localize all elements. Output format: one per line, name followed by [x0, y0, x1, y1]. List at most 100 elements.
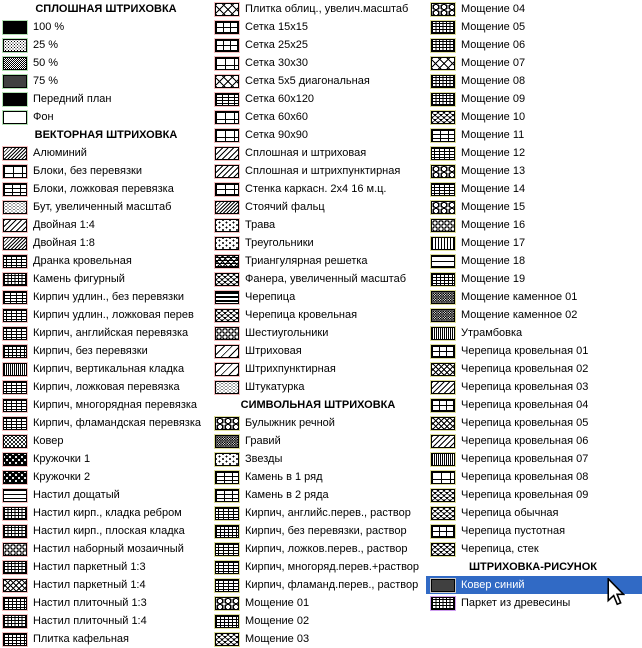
fill-item[interactable]: Черепица кровельная 03 — [424, 378, 642, 396]
fill-item[interactable]: Мощение 15 — [424, 198, 642, 216]
fill-item[interactable]: Черепица кровельная 04 — [424, 396, 642, 414]
fill-item[interactable]: Плитка кафельная — [0, 630, 212, 648]
fill-item[interactable]: Штрихпунктирная — [212, 360, 424, 378]
fill-item[interactable]: Кирпич, многоряд.перев.+раствор — [212, 558, 424, 576]
fill-item[interactable]: Паркет из древесины — [424, 594, 642, 612]
fill-item[interactable]: Мощение 04 — [424, 0, 642, 18]
fill-item[interactable]: Блоки, ложковая перевязка — [0, 180, 212, 198]
fill-item[interactable]: Блоки, без перевязки — [0, 162, 212, 180]
fill-item[interactable]: Настил кирп., кладка ребром — [0, 504, 212, 522]
fill-item[interactable]: Кирпич удлин., ложковая перев — [0, 306, 212, 324]
fill-item[interactable]: Фанера, увеличенный масштаб — [212, 270, 424, 288]
fill-item[interactable]: Мощение 10 — [424, 108, 642, 126]
fill-item[interactable]: Кирпич, ложков.перев., раствор — [212, 540, 424, 558]
fill-item[interactable]: Мощение каменное 01 — [424, 288, 642, 306]
fill-item[interactable]: Мощение 17 — [424, 234, 642, 252]
fill-item[interactable]: Сплошная и штриховая — [212, 144, 424, 162]
fill-item[interactable]: Мощение 02 — [212, 612, 424, 630]
fill-item[interactable]: Сетка 60x60 — [212, 108, 424, 126]
fill-item[interactable]: Мощение 07 — [424, 54, 642, 72]
fill-item[interactable]: Камень в 2 ряда — [212, 486, 424, 504]
fill-item[interactable]: Мощение 19 — [424, 270, 642, 288]
fill-item[interactable]: Кирпич, многорядная перевязка — [0, 396, 212, 414]
fill-item[interactable]: Кирпич, без перевязки, раствор — [212, 522, 424, 540]
fill-item[interactable]: Мощение 06 — [424, 36, 642, 54]
fill-item[interactable]: Настил наборный мозаичный — [0, 540, 212, 558]
fill-item[interactable]: Черепица обычная — [424, 504, 642, 522]
fill-item[interactable]: Стенка каркасн. 2x4 16 м.ц. — [212, 180, 424, 198]
fill-item[interactable]: Черепица кровельная — [212, 306, 424, 324]
fill-item[interactable]: 25 % — [0, 36, 212, 54]
fill-item[interactable]: Звезды — [212, 450, 424, 468]
fill-item[interactable]: Сетка 25x25 — [212, 36, 424, 54]
fill-item[interactable]: Фон — [0, 108, 212, 126]
fill-item[interactable]: Стоячий фальц — [212, 198, 424, 216]
fill-item[interactable]: Мощение 13 — [424, 162, 642, 180]
fill-item[interactable]: Триангулярная решетка — [212, 252, 424, 270]
fill-item[interactable]: Дранка кровельная — [0, 252, 212, 270]
fill-item[interactable]: Кирпич, без перевязки — [0, 342, 212, 360]
fill-item[interactable]: Черепица кровельная 07 — [424, 450, 642, 468]
fill-item[interactable]: Ковер синий — [426, 576, 642, 594]
fill-item[interactable]: Черепица кровельная 05 — [424, 414, 642, 432]
fill-item[interactable]: Плитка облиц., увелич.масштаб — [212, 0, 424, 18]
fill-item[interactable]: Бут, увеличенный масштаб — [0, 198, 212, 216]
fill-item[interactable]: Черепица кровельная 01 — [424, 342, 642, 360]
fill-item[interactable]: Мощение 16 — [424, 216, 642, 234]
fill-item[interactable]: Сетка 30x30 — [212, 54, 424, 72]
fill-item[interactable]: Настил дощатый — [0, 486, 212, 504]
fill-item[interactable]: Мощение 09 — [424, 90, 642, 108]
fill-item[interactable]: Булыжник речной — [212, 414, 424, 432]
fill-item[interactable]: Черепица кровельная 02 — [424, 360, 642, 378]
fill-item[interactable]: Мощение 12 — [424, 144, 642, 162]
fill-item[interactable]: Передний план — [0, 90, 212, 108]
fill-item[interactable]: Треугольники — [212, 234, 424, 252]
fill-item[interactable]: Утрамбовка — [424, 324, 642, 342]
fill-item[interactable]: Кирпич, английская перевязка — [0, 324, 212, 342]
fill-item[interactable]: Двойная 1:8 — [0, 234, 212, 252]
fill-item[interactable]: Черепица кровельная 06 — [424, 432, 642, 450]
fill-item[interactable]: 100 % — [0, 18, 212, 36]
fill-item[interactable]: Сетка 60x120 — [212, 90, 424, 108]
fill-item[interactable]: 75 % — [0, 72, 212, 90]
fill-item[interactable]: Трава — [212, 216, 424, 234]
fill-item[interactable]: Настил паркетный 1:3 — [0, 558, 212, 576]
fill-item[interactable]: Мощение 05 — [424, 18, 642, 36]
fill-item[interactable]: Ковер — [0, 432, 212, 450]
fill-item[interactable]: Кирпич, английс.перев., раствор — [212, 504, 424, 522]
fill-item[interactable]: Настил плиточный 1:3 — [0, 594, 212, 612]
fill-item[interactable]: Сплошная и штрихпунктирная — [212, 162, 424, 180]
fill-item[interactable]: Кружочки 1 — [0, 450, 212, 468]
fill-item[interactable]: Алюминий — [0, 144, 212, 162]
fill-item[interactable]: Мощение каменное 02 — [424, 306, 642, 324]
fill-item[interactable]: Черепица пустотная — [424, 522, 642, 540]
fill-item[interactable]: Настил плиточный 1:4 — [0, 612, 212, 630]
fill-item[interactable]: Мощение 08 — [424, 72, 642, 90]
fill-item[interactable]: Сетка 5x5 диагональная — [212, 72, 424, 90]
fill-item[interactable]: Двойная 1:4 — [0, 216, 212, 234]
fill-item[interactable]: Шестиугольники — [212, 324, 424, 342]
fill-item[interactable]: 50 % — [0, 54, 212, 72]
fill-item[interactable]: Мощение 01 — [212, 594, 424, 612]
fill-item[interactable]: Гравий — [212, 432, 424, 450]
fill-item[interactable]: Сетка 90x90 — [212, 126, 424, 144]
fill-item[interactable]: Черепица — [212, 288, 424, 306]
fill-item[interactable]: Сетка 15x15 — [212, 18, 424, 36]
fill-item[interactable]: Штукатурка — [212, 378, 424, 396]
fill-item[interactable]: Кирпич, вертикальная кладка — [0, 360, 212, 378]
fill-item[interactable]: Камень в 1 ряд — [212, 468, 424, 486]
fill-item[interactable]: Черепица, стек — [424, 540, 642, 558]
fill-item[interactable]: Настил кирп., плоская кладка — [0, 522, 212, 540]
fill-item[interactable]: Черепица кровельная 08 — [424, 468, 642, 486]
fill-item[interactable]: Мощение 14 — [424, 180, 642, 198]
fill-item[interactable]: Мощение 18 — [424, 252, 642, 270]
fill-item[interactable]: Мощение 11 — [424, 126, 642, 144]
fill-item[interactable]: Настил паркетный 1:4 — [0, 576, 212, 594]
fill-item[interactable]: Мощение 03 — [212, 630, 424, 648]
fill-item[interactable]: Черепица кровельная 09 — [424, 486, 642, 504]
fill-item[interactable]: Штриховая — [212, 342, 424, 360]
fill-item[interactable]: Кирпич удлин., без перевязки — [0, 288, 212, 306]
fill-item[interactable]: Кирпич, ложковая перевязка — [0, 378, 212, 396]
fill-item[interactable]: Камень фигурный — [0, 270, 212, 288]
fill-item[interactable]: Кирпич, фламандская перевязка — [0, 414, 212, 432]
